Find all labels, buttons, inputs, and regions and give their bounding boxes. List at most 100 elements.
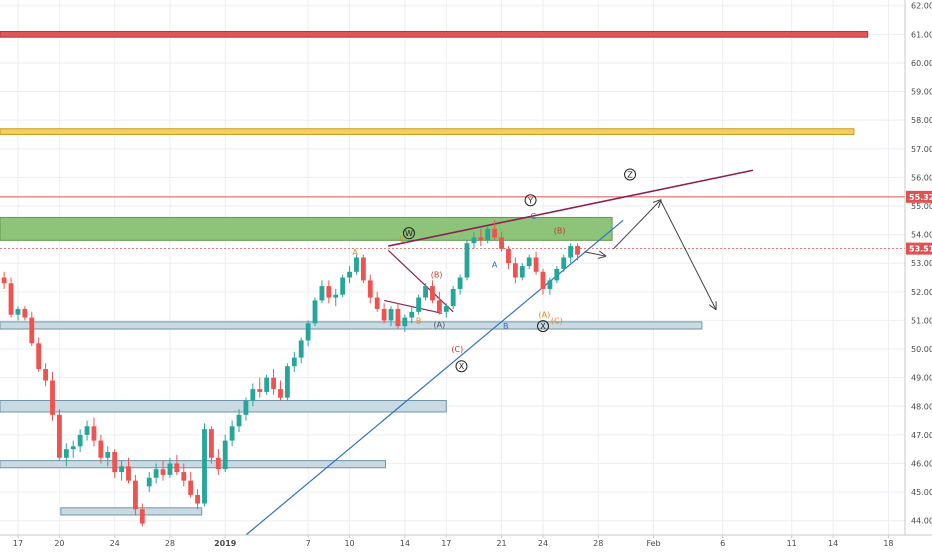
candle[interactable]: [174, 454, 180, 475]
red-resistance-zone[interactable]: [0, 30, 869, 38]
candle[interactable]: [208, 426, 214, 464]
candle[interactable]: [8, 277, 14, 318]
candle[interactable]: [105, 446, 111, 467]
candle[interactable]: [568, 243, 574, 264]
candle[interactable]: [56, 409, 62, 461]
candle[interactable]: [478, 228, 484, 247]
candle[interactable]: [77, 429, 83, 453]
candle[interactable]: [305, 320, 311, 347]
candle[interactable]: [167, 457, 173, 478]
candle[interactable]: [540, 268, 546, 295]
candle[interactable]: [326, 280, 332, 304]
candle[interactable]: [70, 440, 76, 458]
candle[interactable]: [423, 283, 428, 301]
candle[interactable]: [257, 377, 263, 398]
candle[interactable]: [15, 306, 21, 321]
lower-trendline[interactable]: [245, 219, 624, 536]
candle[interactable]: [153, 463, 159, 484]
upper-trendline[interactable]: [388, 169, 754, 247]
candle[interactable]: [395, 303, 401, 330]
candle[interactable]: [50, 371, 55, 421]
candle[interactable]: [416, 294, 422, 315]
candle[interactable]: [436, 291, 442, 315]
candle[interactable]: [63, 443, 69, 467]
candle[interactable]: [29, 311, 35, 347]
candle[interactable]: [119, 460, 125, 481]
candle[interactable]: [499, 231, 504, 252]
candle[interactable]: [98, 434, 104, 464]
candle[interactable]: [506, 246, 511, 269]
candle[interactable]: [533, 251, 539, 275]
candle[interactable]: [381, 303, 387, 324]
candle[interactable]: [340, 274, 346, 298]
support-zone-48[interactable]: [0, 400, 447, 413]
candle[interactable]: [457, 274, 463, 295]
candle[interactable]: [250, 383, 256, 407]
candle[interactable]: [84, 420, 90, 441]
support-zone-51[interactable]: [0, 321, 703, 330]
candle[interactable]: [126, 457, 131, 484]
triangle-line-2[interactable]: [383, 299, 443, 314]
candle[interactable]: [519, 263, 525, 281]
candle[interactable]: [430, 280, 435, 304]
candle[interactable]: [333, 288, 339, 307]
candle[interactable]: [485, 226, 491, 244]
candle[interactable]: [1, 271, 7, 289]
candle[interactable]: [222, 434, 228, 473]
candle[interactable]: [195, 489, 200, 510]
candle[interactable]: [112, 449, 118, 478]
candle[interactable]: [367, 274, 373, 304]
candle[interactable]: [278, 380, 283, 401]
projection-arrow-3[interactable]: [659, 200, 715, 309]
candle[interactable]: [243, 397, 249, 421]
yellow-resistance-zone[interactable]: [0, 128, 855, 135]
candle[interactable]: [388, 306, 394, 327]
projection-arrow-2[interactable]: [613, 200, 660, 250]
candle[interactable]: [347, 266, 352, 284]
candle[interactable]: [492, 220, 498, 241]
candle[interactable]: [360, 254, 366, 284]
candle[interactable]: [139, 503, 145, 527]
candle[interactable]: [36, 337, 42, 372]
candle[interactable]: [450, 286, 456, 309]
projection-arrow-1[interactable]: [584, 252, 605, 256]
support-zone-44[interactable]: [60, 507, 203, 516]
candle[interactable]: [298, 337, 304, 364]
candle[interactable]: [374, 291, 380, 312]
candle[interactable]: [43, 363, 49, 387]
candle[interactable]: [471, 231, 477, 249]
candle[interactable]: [146, 472, 152, 493]
candle[interactable]: [554, 266, 560, 284]
candle[interactable]: [91, 417, 97, 447]
candle[interactable]: [354, 254, 359, 275]
candle[interactable]: [284, 363, 290, 401]
candle[interactable]: [132, 474, 138, 515]
candle[interactable]: [409, 306, 415, 324]
candle[interactable]: [236, 409, 242, 433]
candle[interactable]: [561, 254, 567, 272]
candle[interactable]: [264, 374, 270, 395]
candle[interactable]: [319, 280, 325, 304]
candle[interactable]: [512, 257, 518, 284]
candle[interactable]: [291, 351, 297, 372]
candle[interactable]: [181, 463, 187, 487]
candle[interactable]: [547, 277, 553, 295]
support-zone-46[interactable]: [0, 460, 386, 469]
candle[interactable]: [312, 297, 318, 327]
candle[interactable]: [271, 369, 276, 395]
candle[interactable]: [464, 240, 470, 281]
candle[interactable]: [215, 449, 221, 475]
candle[interactable]: [575, 243, 580, 261]
candle[interactable]: [402, 314, 408, 332]
triangle-line-1[interactable]: [387, 249, 454, 313]
green-supply-zone[interactable]: [0, 216, 613, 241]
candle[interactable]: [188, 472, 194, 498]
candle[interactable]: [443, 303, 449, 318]
candle[interactable]: [22, 306, 28, 321]
candle[interactable]: [526, 254, 532, 269]
candle[interactable]: [202, 423, 207, 507]
candle[interactable]: [229, 420, 235, 447]
candle[interactable]: [160, 460, 166, 481]
